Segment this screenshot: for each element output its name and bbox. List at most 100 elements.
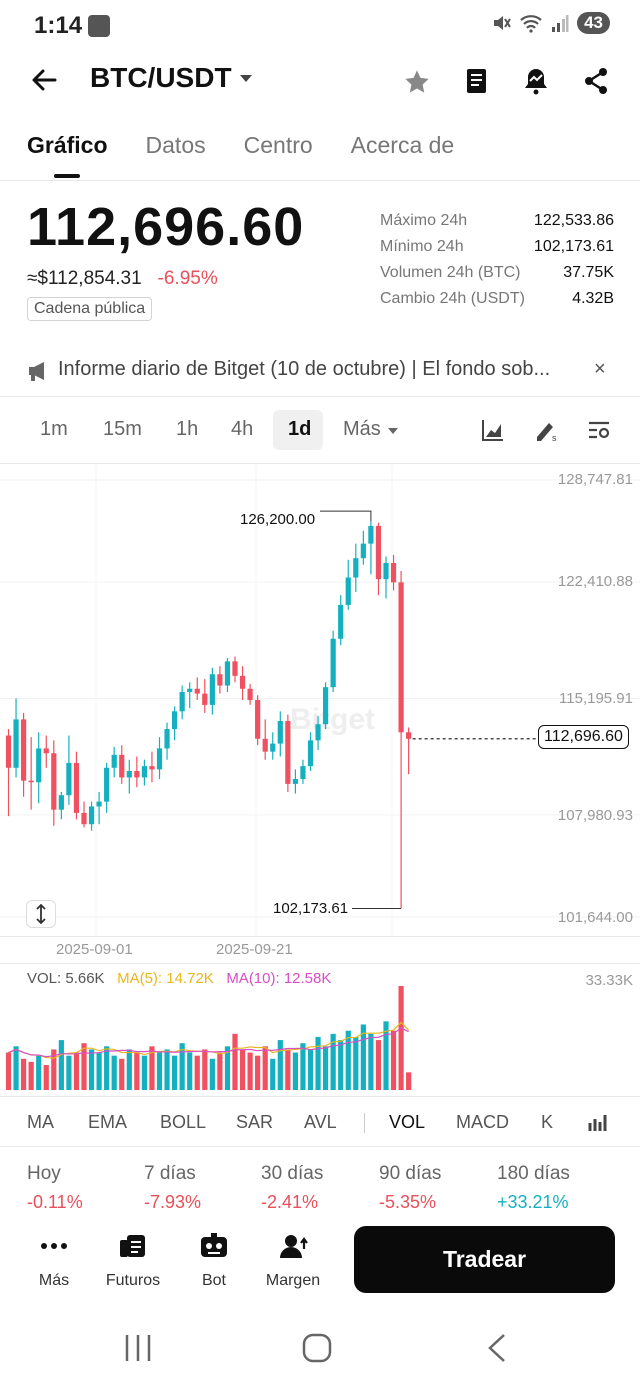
- high-leader-line: [320, 510, 372, 522]
- announcement-banner[interactable]: Informe diario de Bitget (10 de octubre)…: [58, 358, 551, 380]
- chevron-down-icon[interactable]: [240, 75, 252, 82]
- price-alert-icon[interactable]: [522, 66, 550, 96]
- candle: [179, 685, 185, 720]
- timeframe-1m[interactable]: 1m: [40, 418, 68, 440]
- vol-value: VOL: 5.66K: [27, 970, 105, 987]
- volume-bar: [149, 1046, 155, 1090]
- chart-type-icon[interactable]: [481, 418, 505, 442]
- indicator-sar[interactable]: SAR: [236, 1112, 274, 1132]
- volume-bar: [398, 986, 404, 1090]
- indicator-ma[interactable]: MA: [27, 1112, 54, 1132]
- share-icon[interactable]: [582, 66, 610, 96]
- stat-label: Cambio 24h (USDT): [380, 290, 525, 307]
- volume-bar: [66, 1055, 72, 1090]
- home-icon[interactable]: [302, 1333, 332, 1363]
- recent-apps-icon[interactable]: [124, 1333, 152, 1363]
- indicator-macd[interactable]: MACD: [456, 1112, 509, 1132]
- bot-icon[interactable]: [199, 1233, 229, 1259]
- volume-bar: [179, 1043, 185, 1090]
- candle: [232, 656, 238, 683]
- candle: [315, 716, 321, 751]
- candle: [239, 666, 246, 701]
- mute-icon: [494, 16, 511, 30]
- ma10-value: MA(10): 12.58K: [226, 970, 332, 987]
- volume-bar: [247, 1052, 253, 1090]
- candle: [119, 745, 125, 784]
- volume-bar: [255, 1055, 261, 1090]
- volume-bar: [277, 1040, 283, 1090]
- candle: [5, 729, 12, 817]
- action-more-label[interactable]: Más: [38, 1272, 70, 1289]
- last-price: 112,696.60: [27, 197, 305, 257]
- status-icons: 43: [491, 12, 610, 34]
- watermark: Bitget: [290, 703, 375, 736]
- more-icon[interactable]: [40, 1236, 68, 1256]
- candle: [51, 740, 57, 826]
- period-value: -7.93%: [144, 1192, 202, 1212]
- indicator-vol[interactable]: VOL: [389, 1112, 426, 1132]
- chart-settings-icon[interactable]: [587, 418, 611, 442]
- indicator-avl[interactable]: AVL: [304, 1112, 337, 1132]
- timeframe-4h[interactable]: 4h: [231, 418, 254, 440]
- candle: [141, 759, 147, 786]
- candlestick-chart[interactable]: Bitget: [0, 464, 640, 936]
- futures-icon[interactable]: [119, 1234, 147, 1258]
- action-margin-label[interactable]: Margen: [265, 1272, 321, 1289]
- divider: [0, 396, 640, 397]
- stats-panel: Máximo 24h 122,533.86 Mínimo 24h 102,173.6…: [380, 212, 614, 316]
- volume-bar: [43, 1065, 49, 1090]
- timeframe-1d[interactable]: 1d: [288, 418, 312, 440]
- low-annotation: 102,173.61: [273, 900, 349, 917]
- volume-bar: [368, 1033, 374, 1090]
- chain-chip[interactable]: Cadena pública: [27, 297, 153, 321]
- chevron-down-icon[interactable]: [388, 428, 398, 434]
- candle: [406, 727, 412, 775]
- candle: [277, 711, 283, 757]
- candle: [390, 554, 397, 591]
- timeframe-1h[interactable]: 1h: [176, 418, 199, 440]
- timeframe-more[interactable]: Más: [343, 418, 381, 440]
- tab-acerca-de[interactable]: Acerca de: [350, 132, 455, 158]
- period-value: -5.35%: [379, 1192, 437, 1212]
- candle: [247, 683, 253, 705]
- notes-icon[interactable]: [464, 67, 490, 95]
- notification-icon: [88, 15, 110, 37]
- timeframe-15m[interactable]: 15m: [103, 418, 142, 440]
- volume-bar: [360, 1024, 366, 1090]
- candle: [187, 682, 193, 709]
- divider: [0, 463, 640, 464]
- fiat-price-row: ≈$112,854.31 -6.95%: [27, 268, 218, 290]
- volume-bar: [111, 1055, 117, 1090]
- candle: [330, 630, 336, 692]
- close-icon[interactable]: ×: [594, 358, 606, 380]
- tab-datos[interactable]: Datos: [145, 132, 206, 158]
- star-icon[interactable]: [403, 68, 431, 96]
- volume-bar: [375, 1040, 382, 1090]
- volume-max-label: 33.33K: [585, 972, 633, 989]
- back-arrow-icon[interactable]: [30, 66, 58, 94]
- volume-bar: [209, 1058, 215, 1090]
- draw-tool-icon[interactable]: s: [534, 418, 560, 442]
- volume-bar: [390, 1030, 397, 1090]
- divider: [0, 180, 640, 181]
- stat-label: Volumen 24h (BTC): [380, 264, 521, 281]
- stat-value: 102,173.61: [533, 238, 614, 255]
- period-value: -2.41%: [261, 1192, 319, 1212]
- tab-grafico[interactable]: Gráfico: [27, 132, 108, 158]
- margin-icon[interactable]: [279, 1233, 309, 1259]
- action-bot-label[interactable]: Bot: [201, 1272, 226, 1289]
- tab-centro[interactable]: Centro: [243, 132, 313, 158]
- action-futures-label[interactable]: Futuros: [105, 1272, 161, 1289]
- divider: [0, 963, 640, 964]
- scale-toggle-button[interactable]: [26, 900, 56, 928]
- indicator-k[interactable]: K: [541, 1112, 554, 1132]
- trade-button[interactable]: Tradear: [354, 1226, 615, 1293]
- indicator-ema[interactable]: EMA: [88, 1112, 128, 1132]
- pair-selector[interactable]: BTC/USDT: [90, 62, 232, 93]
- period-label: 30 días: [261, 1163, 324, 1184]
- volume-bar: [164, 1049, 170, 1090]
- back-icon[interactable]: [485, 1333, 509, 1363]
- indicator-boll[interactable]: BOLL: [160, 1112, 207, 1132]
- period-label: 180 días: [497, 1163, 570, 1184]
- indicator-settings-icon[interactable]: [587, 1111, 609, 1133]
